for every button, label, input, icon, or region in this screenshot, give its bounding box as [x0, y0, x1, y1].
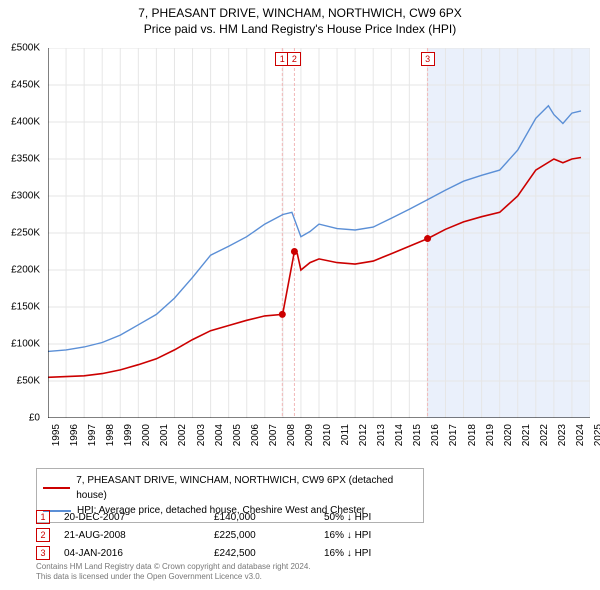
sale-pct: 16% ↓ HPI [324, 530, 434, 541]
x-tick-label: 2001 [159, 424, 170, 446]
table-row: 1 20-DEC-2007 £140,000 50% ↓ HPI [36, 508, 434, 526]
x-tick-label: 2016 [430, 424, 441, 446]
x-tick-label: 2000 [141, 424, 152, 446]
footer-attribution: Contains HM Land Registry data © Crown c… [36, 562, 311, 583]
x-tick-label: 2006 [250, 424, 261, 446]
sale-pct: 50% ↓ HPI [324, 512, 434, 523]
legend-swatch-price-paid [43, 487, 70, 489]
table-row: 2 21-AUG-2008 £225,000 16% ↓ HPI [36, 526, 434, 544]
y-tick-label: £300K [11, 191, 40, 202]
sales-table: 1 20-DEC-2007 £140,000 50% ↓ HPI 2 21-AU… [36, 508, 434, 562]
y-tick-label: £50K [17, 376, 40, 387]
y-tick-label: £450K [11, 80, 40, 91]
y-tick-label: £350K [11, 154, 40, 165]
chart-svg [48, 48, 590, 418]
x-tick-label: 2003 [196, 424, 207, 446]
chart-sale-marker-2: 2 [287, 52, 301, 66]
x-tick-label: 2024 [575, 424, 586, 446]
x-tick-label: 2009 [304, 424, 315, 446]
x-tick-label: 2020 [503, 424, 514, 446]
footer-line2: This data is licensed under the Open Gov… [36, 572, 311, 582]
chart-title-block: 7, PHEASANT DRIVE, WINCHAM, NORTHWICH, C… [0, 0, 600, 36]
x-tick-label: 2007 [268, 424, 279, 446]
price-chart: 123 [48, 48, 590, 418]
legend-row-price-paid: 7, PHEASANT DRIVE, WINCHAM, NORTHWICH, C… [43, 473, 417, 503]
sale-price: £225,000 [214, 530, 324, 541]
sale-date: 21-AUG-2008 [64, 530, 214, 541]
x-tick-label: 1998 [105, 424, 116, 446]
chart-sale-marker-3: 3 [421, 52, 435, 66]
x-tick-label: 2018 [467, 424, 478, 446]
x-tick-label: 1995 [51, 424, 62, 446]
x-tick-label: 1999 [123, 424, 134, 446]
x-tick-label: 1996 [69, 424, 80, 446]
chart-title-line2: Price paid vs. HM Land Registry's House … [0, 22, 600, 36]
y-tick-label: £0 [29, 413, 40, 424]
sale-date: 04-JAN-2016 [64, 548, 214, 559]
x-tick-label: 2012 [358, 424, 369, 446]
y-tick-label: £150K [11, 302, 40, 313]
x-axis-labels: 1995 1996 1997 1998 1999 2000 2001 2002 2003 2004… [48, 420, 590, 464]
chart-title-line1: 7, PHEASANT DRIVE, WINCHAM, NORTHWICH, C… [0, 6, 600, 20]
y-tick-label: £500K [11, 43, 40, 54]
sale-date: 20-DEC-2007 [64, 512, 214, 523]
x-tick-label: 2013 [376, 424, 387, 446]
x-tick-label: 2002 [177, 424, 188, 446]
sale-marker-1: 1 [36, 510, 50, 524]
x-tick-label: 2022 [539, 424, 550, 446]
x-tick-label: 2004 [214, 424, 225, 446]
sale-pct: 16% ↓ HPI [324, 548, 434, 559]
x-tick-label: 2017 [448, 424, 459, 446]
x-tick-label: 2023 [557, 424, 568, 446]
x-tick-label: 2019 [485, 424, 496, 446]
y-tick-label: £200K [11, 265, 40, 276]
footer-line1: Contains HM Land Registry data © Crown c… [36, 562, 311, 572]
sale-marker-2: 2 [36, 528, 50, 542]
x-tick-label: 2011 [340, 424, 351, 446]
sale-marker-3: 3 [36, 546, 50, 560]
y-tick-label: £250K [11, 228, 40, 239]
x-tick-label: 2015 [412, 424, 423, 446]
x-tick-label: 2010 [322, 424, 333, 446]
table-row: 3 04-JAN-2016 £242,500 16% ↓ HPI [36, 544, 434, 562]
x-tick-label: 2021 [521, 424, 532, 446]
legend-label-price-paid: 7, PHEASANT DRIVE, WINCHAM, NORTHWICH, C… [76, 473, 417, 503]
x-tick-label: 2008 [286, 424, 297, 446]
y-tick-label: £100K [11, 339, 40, 350]
x-tick-label: 1997 [87, 424, 98, 446]
sale-price: £140,000 [214, 512, 324, 523]
y-axis-labels: £0£50K£100K£150K£200K£250K£300K£350K£400… [0, 48, 44, 418]
x-tick-label: 2005 [232, 424, 243, 446]
x-tick-label: 2014 [394, 424, 405, 446]
sale-price: £242,500 [214, 548, 324, 559]
y-tick-label: £400K [11, 117, 40, 128]
x-tick-label: 2025 [593, 424, 600, 446]
